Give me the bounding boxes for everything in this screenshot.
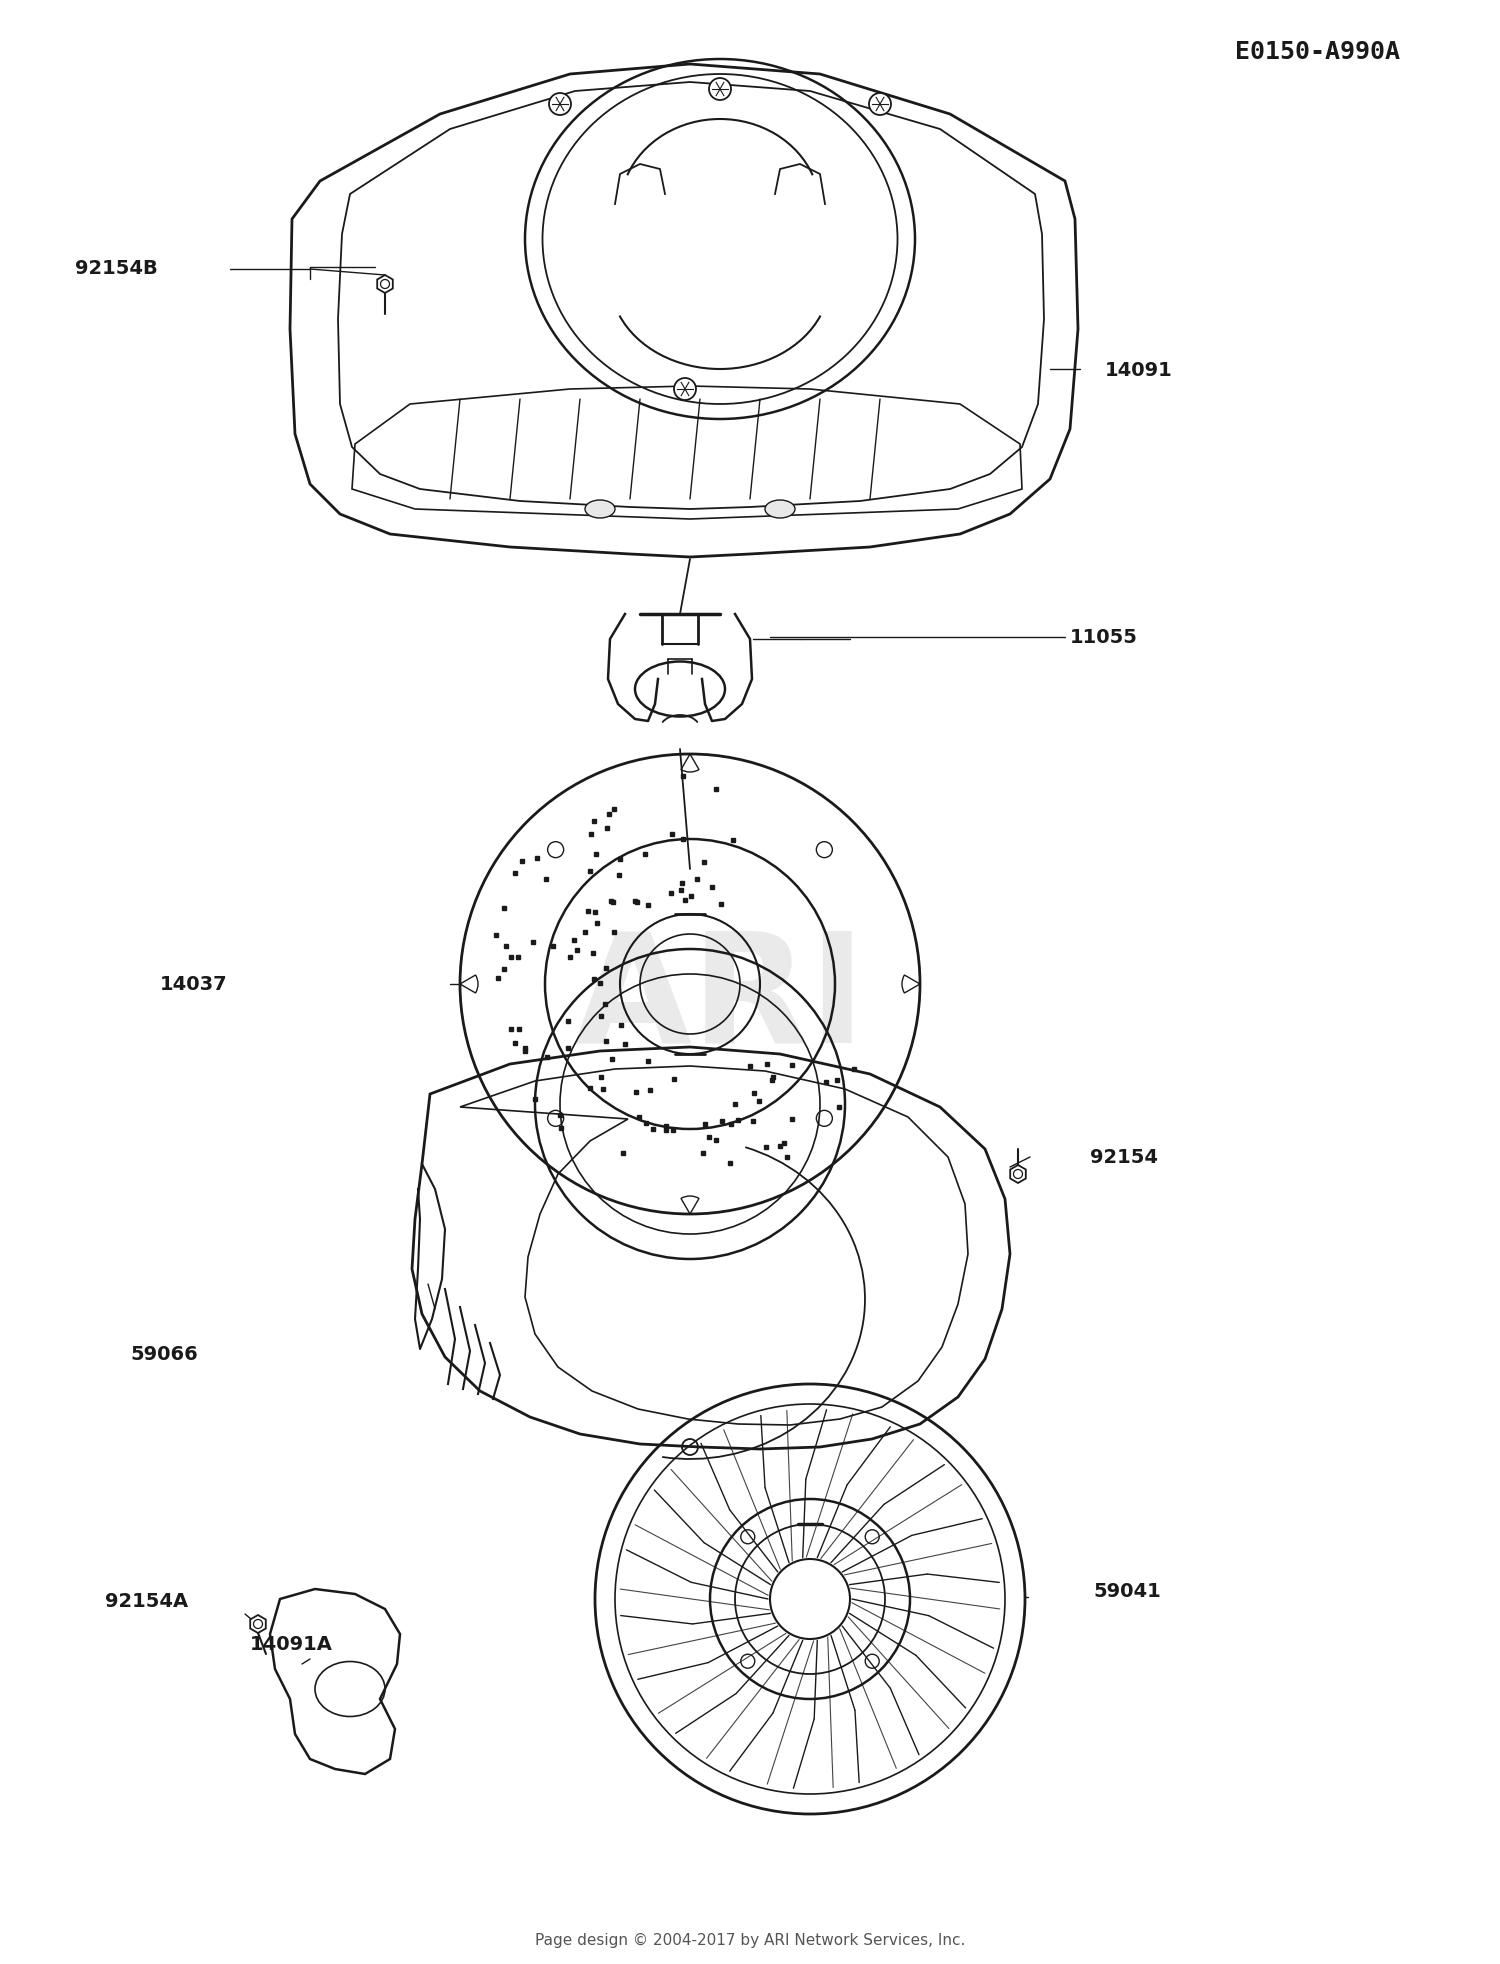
Polygon shape — [376, 275, 393, 295]
Text: 14091: 14091 — [1106, 359, 1173, 379]
Text: 11055: 11055 — [1070, 628, 1138, 648]
Text: 92154: 92154 — [1090, 1147, 1158, 1167]
Circle shape — [710, 79, 730, 100]
Text: ARI: ARI — [573, 925, 867, 1074]
Text: 14091A: 14091A — [251, 1634, 333, 1654]
Text: 92154A: 92154A — [105, 1591, 188, 1610]
Text: E0150-A990A: E0150-A990A — [1234, 39, 1400, 65]
Polygon shape — [1010, 1165, 1026, 1184]
Circle shape — [674, 379, 696, 401]
Ellipse shape — [585, 501, 615, 518]
Text: Page design © 2004-2017 by ARI Network Services, Inc.: Page design © 2004-2017 by ARI Network S… — [536, 1931, 964, 1946]
Circle shape — [549, 94, 572, 116]
Polygon shape — [251, 1614, 266, 1634]
Text: 59066: 59066 — [130, 1345, 198, 1363]
Text: 14037: 14037 — [160, 974, 228, 994]
Text: 92154B: 92154B — [75, 259, 158, 277]
Text: 59041: 59041 — [1094, 1581, 1161, 1601]
Ellipse shape — [765, 501, 795, 518]
Circle shape — [868, 94, 891, 116]
